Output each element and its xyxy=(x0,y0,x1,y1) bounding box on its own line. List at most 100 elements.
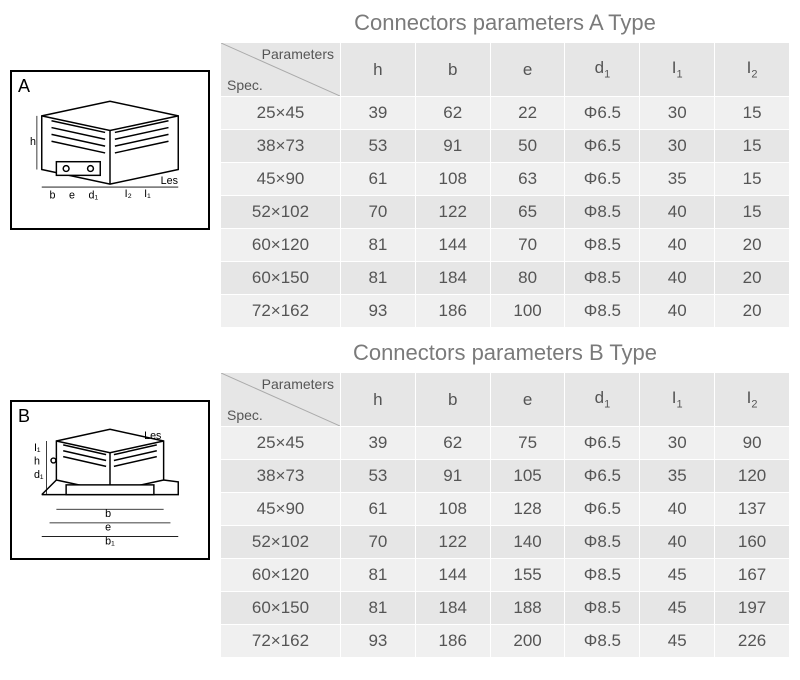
value-cell: 167 xyxy=(715,559,790,592)
value-cell: 40 xyxy=(640,229,715,262)
svg-text:e: e xyxy=(105,522,111,534)
section-b: B I₁ h d₁ b e b₁ Les xyxy=(10,340,790,658)
value-cell: Φ6.5 xyxy=(565,493,640,526)
value-cell: 39 xyxy=(341,97,416,130)
diagram-b-svg: I₁ h d₁ b e b₁ Les xyxy=(12,402,208,558)
value-cell: 137 xyxy=(715,493,790,526)
spec-cell: 52×102 xyxy=(221,526,341,559)
value-cell: Φ8.5 xyxy=(565,592,640,625)
value-cell: 15 xyxy=(715,130,790,163)
table-row: 72×16293186200Φ8.545226 xyxy=(221,625,790,658)
table-row: 60×1508118480Φ8.54020 xyxy=(221,262,790,295)
spec-cell: 25×45 xyxy=(221,427,341,460)
col-d1: d1 xyxy=(565,43,640,97)
value-cell: 197 xyxy=(715,592,790,625)
diagram-a-box: A h b e d₁ I₂ I₁ Les xyxy=(10,70,210,230)
value-cell: 70 xyxy=(490,229,565,262)
table-row: 52×1027012265Φ8.54015 xyxy=(221,196,790,229)
value-cell: 20 xyxy=(715,229,790,262)
table-a-body: 25×45396222Φ6.5301538×73539150Φ6.5301545… xyxy=(221,97,790,328)
col-i2: I2 xyxy=(715,43,790,97)
value-cell: 50 xyxy=(490,130,565,163)
svg-text:Les: Les xyxy=(144,430,161,442)
col-h: h xyxy=(341,43,416,97)
svg-text:h: h xyxy=(34,455,40,467)
table-row: 45×9061108128Φ6.540137 xyxy=(221,493,790,526)
spec-cell: 25×45 xyxy=(221,97,341,130)
value-cell: 105 xyxy=(490,460,565,493)
value-cell: Φ6.5 xyxy=(565,163,640,196)
value-cell: 200 xyxy=(490,625,565,658)
value-cell: 40 xyxy=(640,295,715,328)
table-row: 52×10270122140Φ8.540160 xyxy=(221,526,790,559)
value-cell: Φ8.5 xyxy=(565,262,640,295)
table-a-header-row: Parameters Spec. h b e d1 I1 I2 xyxy=(221,43,790,97)
value-cell: Φ8.5 xyxy=(565,196,640,229)
diagram-a-svg: h b e d₁ I₂ I₁ Les xyxy=(12,72,208,228)
col-d1: d1 xyxy=(565,373,640,427)
table-a-area: Connectors parameters A Type Parameters … xyxy=(220,10,790,328)
value-cell: 93 xyxy=(341,295,416,328)
value-cell: 184 xyxy=(415,592,490,625)
table-b: Parameters Spec. h b e d1 I1 I2 25×45396… xyxy=(220,372,790,658)
value-cell: 30 xyxy=(640,130,715,163)
table-b-header-row: Parameters Spec. h b e d1 I1 I2 xyxy=(221,373,790,427)
table-a-title: Connectors parameters A Type xyxy=(220,10,790,36)
value-cell: 160 xyxy=(715,526,790,559)
value-cell: 70 xyxy=(341,526,416,559)
value-cell: 45 xyxy=(640,559,715,592)
value-cell: Φ6.5 xyxy=(565,130,640,163)
spec-cell: 72×162 xyxy=(221,295,341,328)
svg-text:I₁: I₁ xyxy=(34,442,41,454)
svg-text:b: b xyxy=(105,508,111,520)
col-i1: I1 xyxy=(640,43,715,97)
svg-text:e: e xyxy=(69,190,75,202)
table-row: 72×16293186100Φ8.54020 xyxy=(221,295,790,328)
table-row: 45×906110863Φ6.53515 xyxy=(221,163,790,196)
value-cell: 62 xyxy=(415,427,490,460)
table-row: 60×1208114470Φ8.54020 xyxy=(221,229,790,262)
value-cell: 122 xyxy=(415,526,490,559)
table-b-body: 25×45396275Φ6.5309038×735391105Φ6.535120… xyxy=(221,427,790,658)
value-cell: Φ6.5 xyxy=(565,97,640,130)
value-cell: 144 xyxy=(415,229,490,262)
diagram-b-label: B xyxy=(18,406,30,427)
value-cell: Φ8.5 xyxy=(565,229,640,262)
value-cell: 45 xyxy=(640,592,715,625)
table-row: 38×73539150Φ6.53015 xyxy=(221,130,790,163)
svg-text:d₁: d₁ xyxy=(34,469,44,481)
value-cell: Φ6.5 xyxy=(565,427,640,460)
value-cell: 186 xyxy=(415,625,490,658)
col-i1: I1 xyxy=(640,373,715,427)
value-cell: 90 xyxy=(715,427,790,460)
value-cell: 40 xyxy=(640,196,715,229)
value-cell: 35 xyxy=(640,163,715,196)
value-cell: 93 xyxy=(341,625,416,658)
value-cell: 75 xyxy=(490,427,565,460)
value-cell: 100 xyxy=(490,295,565,328)
value-cell: 22 xyxy=(490,97,565,130)
col-e: e xyxy=(490,373,565,427)
col-b: b xyxy=(415,43,490,97)
value-cell: 81 xyxy=(341,559,416,592)
value-cell: 186 xyxy=(415,295,490,328)
col-i2: I2 xyxy=(715,373,790,427)
corner-cell: Parameters Spec. xyxy=(221,373,341,427)
table-row: 25×45396275Φ6.53090 xyxy=(221,427,790,460)
table-b-title: Connectors parameters B Type xyxy=(220,340,790,366)
value-cell: 15 xyxy=(715,163,790,196)
value-cell: 20 xyxy=(715,295,790,328)
value-cell: 15 xyxy=(715,196,790,229)
svg-text:I₁: I₁ xyxy=(144,188,151,200)
value-cell: 35 xyxy=(640,460,715,493)
spec-cell: 52×102 xyxy=(221,196,341,229)
value-cell: 81 xyxy=(341,592,416,625)
svg-text:I₂: I₂ xyxy=(125,188,132,200)
value-cell: 81 xyxy=(341,229,416,262)
spec-cell: 45×90 xyxy=(221,163,341,196)
value-cell: 91 xyxy=(415,460,490,493)
value-cell: 155 xyxy=(490,559,565,592)
table-row: 60×12081144155Φ8.545167 xyxy=(221,559,790,592)
value-cell: 45 xyxy=(640,625,715,658)
spec-cell: 60×120 xyxy=(221,559,341,592)
